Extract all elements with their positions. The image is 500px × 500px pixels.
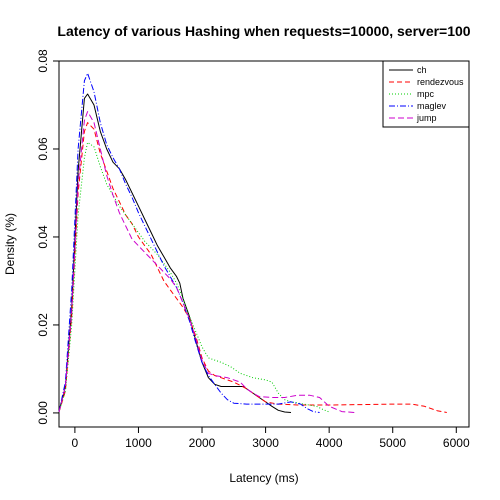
legend-label-jump: jump <box>416 113 437 123</box>
series-line-ch <box>58 93 292 413</box>
legend-label-maglev: maglev <box>417 101 447 111</box>
series-layer <box>58 72 447 413</box>
plot-frame <box>58 60 470 428</box>
y-tick-label: 0.04 <box>36 225 50 249</box>
legend: ch rendezvous mpc maglev jump <box>382 60 470 128</box>
y-tick-label: 0.08 <box>36 49 50 73</box>
x-tick-label: 5000 <box>379 436 406 450</box>
y-axis: 0.00 0.02 0.04 0.06 0.08 <box>36 49 59 425</box>
x-tick-label: 2000 <box>189 436 216 450</box>
chart-title: Latency of various Hashing when requests… <box>57 23 470 39</box>
legend-label-rendezvous: rendezvous <box>417 77 464 87</box>
y-axis-label: Density (%) <box>3 213 17 275</box>
x-tick-label: 0 <box>72 436 79 450</box>
legend-box <box>382 60 470 128</box>
y-tick-label: 0.00 <box>36 401 50 425</box>
legend-label-ch: ch <box>417 65 427 75</box>
x-tick-label: 1000 <box>125 436 152 450</box>
x-tick-label: 6000 <box>443 436 470 450</box>
x-tick-label: 4000 <box>316 436 343 450</box>
x-axis-label: Latency (ms) <box>229 471 298 485</box>
y-tick-label: 0.06 <box>36 137 50 161</box>
x-tick-label: 3000 <box>252 436 279 450</box>
series-line-jump <box>58 111 355 413</box>
series-line-maglev <box>58 72 320 413</box>
x-axis: 0 1000 2000 3000 4000 5000 6000 <box>72 427 470 450</box>
y-tick-label: 0.02 <box>36 313 50 337</box>
series-line-rendezvous <box>58 122 447 413</box>
legend-label-mpc: mpc <box>417 89 435 99</box>
series-line-mpc <box>58 141 330 413</box>
